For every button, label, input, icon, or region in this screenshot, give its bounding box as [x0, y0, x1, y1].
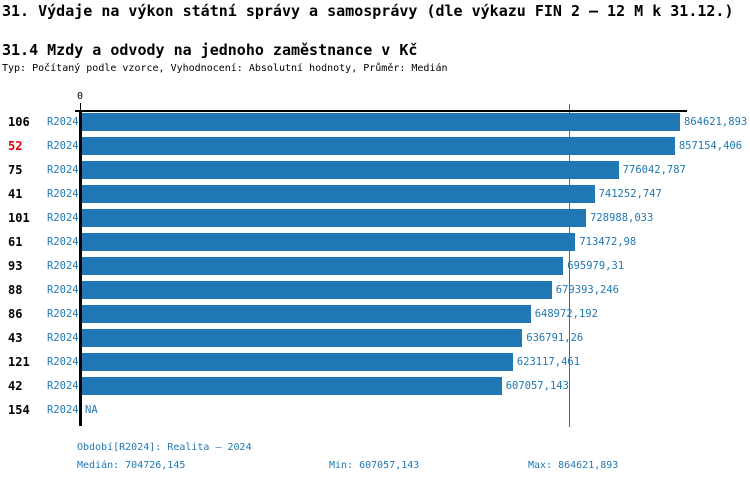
row-id-label: 61 — [8, 235, 23, 249]
row-period-label: R2024 — [47, 116, 79, 128]
row-id-label: 93 — [8, 259, 23, 273]
row-id-label: 101 — [8, 211, 30, 225]
row-period-label: R2024 — [47, 164, 79, 176]
bar-value-label: 728988,033 — [590, 212, 654, 224]
row-period-label: R2024 — [47, 308, 79, 320]
x-axis-zero-tick-label: 0 — [76, 91, 84, 102]
bar-value-label: 623117,461 — [516, 356, 581, 368]
bar — [81, 329, 523, 347]
footer-period-label: Období[R2024]: Realita – 2024 — [77, 442, 252, 453]
row-period-label: R2024 — [47, 236, 79, 248]
row-period-label: R2024 — [47, 380, 79, 392]
bar — [81, 209, 587, 227]
bar-value-label: 864621,893 — [684, 116, 748, 128]
footer-min-stat: Min: 607057,143 — [329, 460, 420, 471]
bar — [81, 137, 675, 155]
bar — [81, 185, 595, 203]
chart-meta-line: Typ: Počítaný podle vzorce, Vyhodnocení:… — [2, 63, 448, 74]
row-id-label: 106 — [8, 115, 30, 129]
bar — [81, 377, 502, 395]
bar-value-label: 648972,192 — [534, 308, 598, 320]
median-reference-line — [568, 104, 571, 427]
row-period-label: R2024 — [47, 260, 79, 272]
row-period-label: R2024 — [47, 332, 79, 344]
bar-value-label: 695979,31 — [567, 260, 625, 272]
bar-value-label: 857154,406 — [678, 140, 743, 152]
row-period-label: R2024 — [47, 140, 79, 152]
bar-value-label: 776042,787 — [622, 164, 686, 176]
row-period-label: R2024 — [47, 212, 79, 224]
row-id-label: 42 — [8, 379, 23, 393]
bar — [81, 233, 576, 251]
x-axis-line — [75, 110, 687, 112]
bar-value-label: 636791,26 — [526, 332, 584, 344]
footer-median-stat: Medián: 704726,145 — [77, 460, 186, 471]
bar — [81, 353, 513, 371]
bar — [81, 281, 552, 299]
row-period-label: R2024 — [47, 188, 79, 200]
row-id-label: 154 — [8, 403, 30, 417]
bar-na-label: NA — [85, 404, 98, 416]
page-title: 31. Výdaje na výkon státní správy a samo… — [2, 2, 734, 20]
bar-value-label: 679393,246 — [555, 284, 619, 296]
row-id-label: 86 — [8, 307, 23, 321]
y-axis-line — [79, 110, 82, 426]
footer-max-stat: Max: 864621,893 — [528, 460, 619, 471]
row-id-label: 75 — [8, 163, 23, 177]
row-id-label: 43 — [8, 331, 23, 345]
x-axis-zero-tick — [79, 103, 81, 111]
bar — [81, 305, 531, 323]
bar — [81, 113, 680, 131]
chart-subtitle: 31.4 Mzdy a odvody na jednoho zaměstnanc… — [2, 41, 418, 59]
row-period-label: R2024 — [47, 284, 79, 296]
bar-value-label: 713472,98 — [579, 236, 637, 248]
row-id-label: 88 — [8, 283, 23, 297]
row-id-label: 41 — [8, 187, 23, 201]
row-period-label: R2024 — [47, 404, 79, 416]
bar — [81, 161, 619, 179]
bar-value-label: 607057,143 — [505, 380, 569, 392]
row-id-label: 52 — [8, 139, 23, 153]
row-id-label: 121 — [8, 355, 30, 369]
bar-value-label: 741252,747 — [598, 188, 662, 200]
row-period-label: R2024 — [47, 356, 79, 368]
bar — [81, 257, 564, 275]
